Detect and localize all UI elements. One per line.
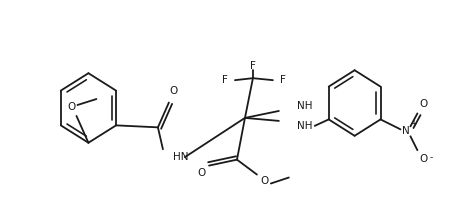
Text: F: F <box>222 75 228 85</box>
Text: O: O <box>67 102 76 112</box>
Text: NH: NH <box>297 101 312 111</box>
Text: NH: NH <box>297 121 312 131</box>
Text: -: - <box>430 153 433 162</box>
Text: N: N <box>402 126 409 136</box>
Text: HN: HN <box>173 152 188 162</box>
Text: O: O <box>419 98 427 109</box>
Text: O: O <box>170 86 178 96</box>
Text: O: O <box>419 154 427 164</box>
Text: +: + <box>410 119 417 128</box>
Text: F: F <box>280 75 286 85</box>
Text: O: O <box>197 168 205 177</box>
Text: F: F <box>250 61 256 71</box>
Text: O: O <box>261 176 269 186</box>
